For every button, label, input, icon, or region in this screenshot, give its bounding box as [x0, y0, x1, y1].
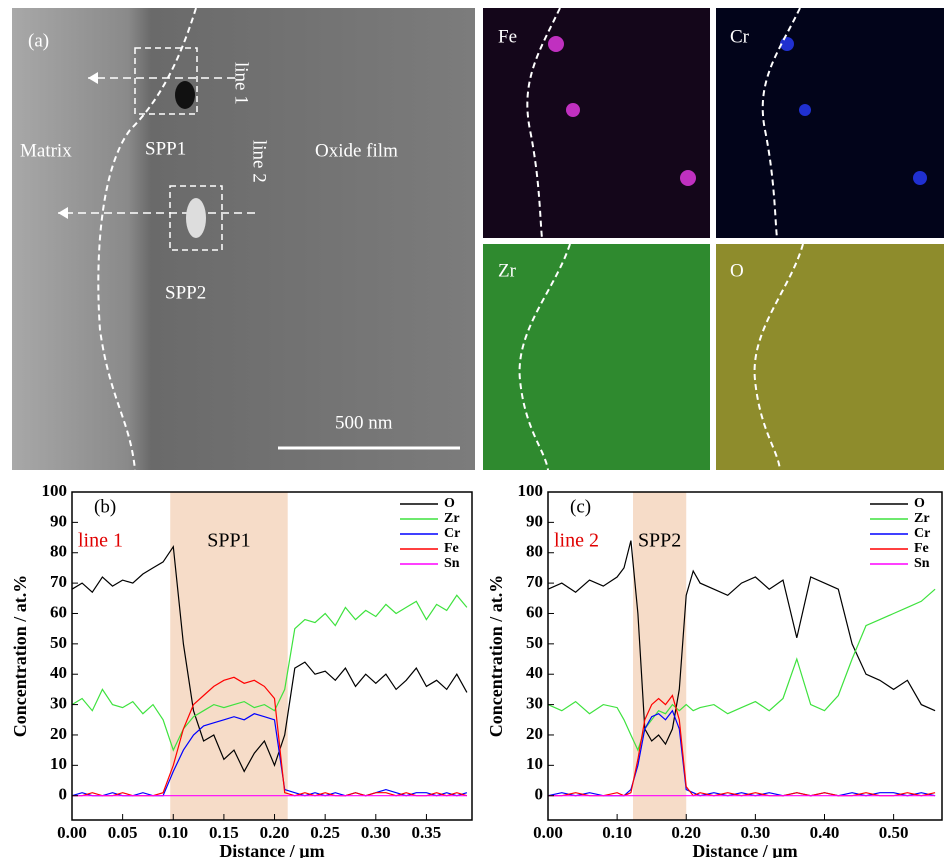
panel-label: (b): [94, 496, 116, 517]
legend-label: Fe: [914, 541, 929, 556]
spp: [680, 170, 696, 186]
y-tick-label: 70: [50, 572, 67, 591]
series-line: [548, 694, 936, 797]
series-line: [71, 544, 468, 773]
x-tick-label: 0.00: [533, 823, 563, 842]
plot-frame: [71, 491, 473, 821]
label: Oxide film: [315, 140, 398, 161]
sem-image: [12, 8, 475, 470]
map: [483, 244, 710, 470]
spp: [186, 198, 206, 238]
legend-label: O: [914, 496, 925, 511]
x-tick-label: 0.30: [740, 823, 770, 842]
label: Matrix: [20, 140, 72, 161]
y-tick-label: 100: [42, 481, 68, 500]
y-tick-label: 20: [50, 724, 67, 743]
y-tick-label: 30: [526, 693, 543, 712]
map: [716, 244, 944, 470]
y-axis-label: Concentration / at.%: [10, 575, 30, 737]
legend-label: O: [444, 496, 455, 511]
x-tick-label: 0.05: [108, 823, 138, 842]
series-line: [547, 540, 936, 746]
legend-label: Fe: [444, 541, 459, 556]
scale-label: 500 nm: [335, 412, 393, 433]
x-tick-label: 0.20: [260, 823, 290, 842]
series-line: [71, 594, 468, 752]
y-tick-label: 90: [50, 511, 67, 530]
x-tick-label: 0.40: [810, 823, 840, 842]
label: SPP1: [145, 138, 186, 159]
panel-label: (a): [28, 30, 49, 51]
y-tick-label: 90: [526, 511, 543, 530]
y-tick-label: 70: [526, 572, 543, 591]
label: SPP2: [165, 282, 206, 303]
legend-label: Cr: [444, 526, 460, 541]
y-tick-label: 10: [526, 754, 543, 773]
map-label: O: [730, 260, 744, 281]
box: [169, 185, 223, 251]
y-tick-label: 50: [50, 633, 67, 652]
legend-label: Sn: [444, 556, 460, 571]
plot-frame: [547, 491, 943, 821]
map-label: Fe: [498, 26, 517, 47]
y-tick-label: 80: [526, 542, 543, 561]
x-tick-label: 0.10: [602, 823, 632, 842]
x-tick-label: 0.30: [361, 823, 391, 842]
x-axis-label: Distance / µm: [692, 841, 797, 858]
label: line 1: [231, 62, 252, 105]
highlight-label: SPP2: [638, 530, 681, 552]
map: [716, 8, 944, 238]
boundary: [97, 7, 197, 471]
x-tick-label: 0.10: [158, 823, 188, 842]
x-tick-label: 0.20: [671, 823, 701, 842]
y-tick-label: 30: [50, 693, 67, 712]
legend-label: Cr: [914, 526, 930, 541]
spp: [175, 81, 195, 109]
panel-label: (c): [570, 496, 591, 517]
box: [134, 47, 198, 115]
y-tick-label: 40: [50, 663, 67, 682]
spp: [548, 36, 564, 52]
annotation: line 1: [78, 530, 123, 552]
highlight: [633, 492, 687, 820]
element-maps: Fe Cr Zr O: [483, 7, 944, 471]
x-tick-label: 0.00: [57, 823, 87, 842]
x-tick-label: 0.15: [209, 823, 239, 842]
map: [483, 8, 710, 238]
spp: [913, 171, 927, 185]
legend-label: Zr: [914, 511, 930, 526]
legend-label: Zr: [444, 511, 460, 526]
highlight: [170, 492, 288, 820]
series-line: [547, 588, 936, 752]
micrograph: (a) line 1 line 2 Matrix SPP1 Oxide film…: [12, 7, 475, 471]
y-tick-label: 20: [526, 724, 543, 743]
y-tick-label: 80: [50, 542, 67, 561]
x-tick-label: 0.25: [310, 823, 340, 842]
map-label: Cr: [730, 26, 750, 47]
y-tick-label: 60: [50, 602, 67, 621]
annotation: line 2: [554, 530, 599, 552]
y-tick-label: 60: [526, 602, 543, 621]
legend-label: Sn: [914, 556, 930, 571]
y-tick-label: 50: [526, 633, 543, 652]
y-tick-label: 0: [535, 785, 544, 804]
scan-line: [58, 77, 255, 214]
highlight-label: SPP1: [207, 530, 250, 552]
x-tick-label: 0.35: [412, 823, 442, 842]
series-line: [547, 709, 936, 797]
y-axis-label: Concentration / at.%: [486, 575, 506, 737]
x-tick-label: 0.50: [879, 823, 909, 842]
label: line 2: [249, 140, 270, 183]
x-axis-label: Distance / µm: [219, 841, 324, 858]
y-tick-label: 40: [526, 663, 543, 682]
spp: [566, 103, 580, 117]
y-tick-label: 10: [50, 754, 67, 773]
y-tick-label: 100: [518, 481, 544, 500]
spp: [799, 104, 811, 116]
y-tick-label: 0: [59, 785, 68, 804]
map-label: Zr: [498, 260, 517, 281]
spp: [780, 37, 794, 51]
boundary: [518, 7, 804, 471]
